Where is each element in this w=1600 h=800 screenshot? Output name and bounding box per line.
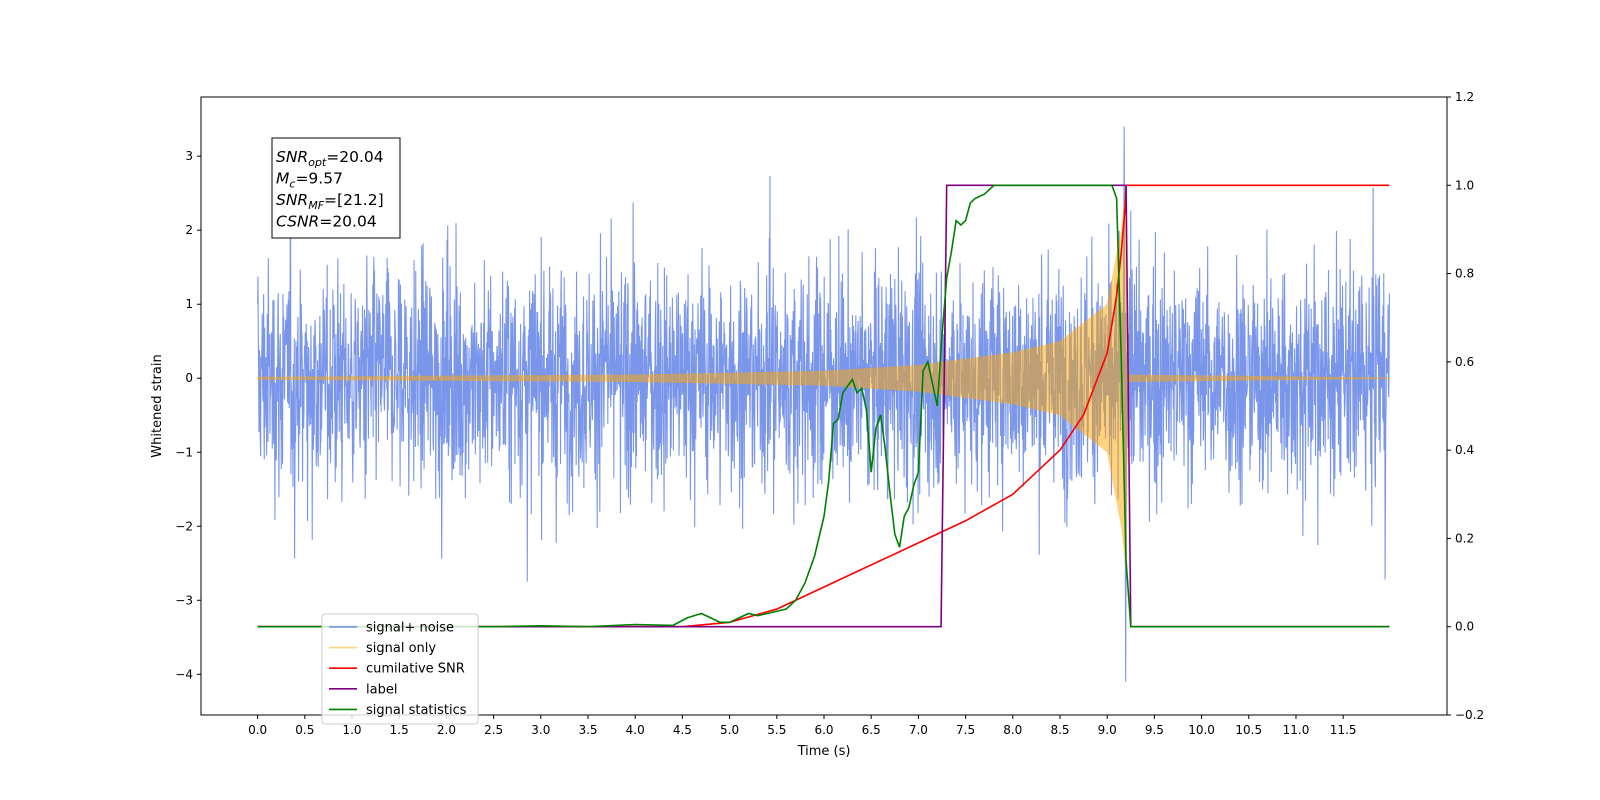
y-tick-label: −4: [175, 667, 193, 681]
x-tick-label: 10.0: [1188, 723, 1215, 737]
x-axis-title: Time (s): [797, 744, 851, 759]
legend-items: signal+ noise signal only cumilative SNR la…: [329, 621, 467, 718]
y-tick-label: −2: [175, 519, 193, 533]
x-tick-label: 1.5: [390, 723, 409, 737]
legend-label: cumilative SNR: [366, 662, 465, 677]
x-tick-label: 5.0: [720, 723, 739, 737]
x-tick-label: 1.0: [342, 723, 361, 737]
y2-tick-label: 0.4: [1455, 443, 1474, 457]
legend: signal+ noise signal only cumilative SNR la…: [321, 613, 479, 725]
y-axis-ticks: 3 2 1 0 −1 −2 −3 −4: [175, 149, 201, 681]
x-tick-label: 4.5: [673, 723, 692, 737]
y2-tick-label: 0.8: [1455, 267, 1474, 281]
x-tick-label: 3.5: [578, 723, 597, 737]
x-tick-label: 6.0: [814, 723, 833, 737]
y2-tick-label: 1.2: [1455, 90, 1474, 104]
y2-axis-ticks: 1.2 1.0 0.8 0.6 0.4 0.2 0.0 −0.2: [1447, 90, 1484, 722]
y-tick-label: −3: [175, 593, 193, 607]
x-tick-label: 9.0: [1098, 723, 1117, 737]
series-signal-statistics-line: [257, 184, 1390, 628]
y-tick-label: 2: [185, 223, 193, 237]
x-tick-label: 7.0: [909, 723, 928, 737]
info-box: SNRopt=20.04Mc=9.57SNRMF=[21.2]CSNR=20.0…: [271, 137, 401, 239]
plot-content: [257, 126, 1390, 682]
x-axis-ticks: 0.0 0.5 1.0 1.5 2.0 2.5 3.0 3.5 4.0 4.5 5.0 5.5 6.0 6…: [248, 715, 1357, 737]
info-box-line: Mc=9.57: [276, 170, 343, 191]
y-tick-label: 1: [185, 297, 193, 311]
legend-label: signal+ noise: [366, 621, 454, 636]
y2-tick-label: 0.0: [1455, 620, 1474, 634]
legend-label: label: [366, 682, 397, 697]
x-tick-label: 8.5: [1050, 723, 1069, 737]
x-tick-label: 4.0: [626, 723, 645, 737]
x-tick-label: 10.5: [1235, 723, 1262, 737]
y2-tick-label: −0.2: [1455, 708, 1484, 722]
x-tick-label: 0.5: [295, 723, 314, 737]
x-tick-label: 11.0: [1283, 723, 1310, 737]
series-cumulative-snr-line: [257, 184, 1390, 628]
x-tick-label: 8.0: [1003, 723, 1022, 737]
y2-tick-label: 0.2: [1455, 531, 1474, 545]
info-box-line: SNRMF=[21.2]: [276, 191, 384, 212]
y-tick-label: 0: [185, 371, 193, 385]
x-tick-label: 3.0: [531, 723, 550, 737]
x-tick-label: 2.5: [484, 723, 503, 737]
y-axis-title: Whitened strain: [150, 354, 165, 457]
info-box-line: CSNR=20.04: [276, 213, 377, 231]
x-tick-label: 7.5: [956, 723, 975, 737]
y2-tick-label: 1.0: [1455, 178, 1474, 192]
info-box-line: SNRopt=20.04: [276, 148, 384, 169]
info-box-frame: [271, 137, 401, 239]
y-tick-label: 3: [185, 149, 193, 163]
x-tick-label: 9.5: [1145, 723, 1164, 737]
info-box-lines: SNRopt=20.04Mc=9.57SNRMF=[21.2]CSNR=20.0…: [276, 148, 384, 231]
x-tick-label: 2.0: [437, 723, 456, 737]
series-signal-noise-line: [257, 126, 1390, 682]
legend-frame: [321, 613, 479, 725]
y2-tick-label: 0.6: [1455, 355, 1474, 369]
y-tick-label: −1: [175, 445, 193, 459]
x-tick-label: 0.0: [248, 723, 267, 737]
legend-label: signal only: [366, 641, 436, 656]
legend-label: signal statistics: [366, 703, 467, 718]
x-tick-label: 5.5: [767, 723, 786, 737]
series-signal-only-line: [257, 185, 1390, 569]
x-tick-label: 11.5: [1330, 723, 1357, 737]
x-tick-label: 6.5: [862, 723, 881, 737]
